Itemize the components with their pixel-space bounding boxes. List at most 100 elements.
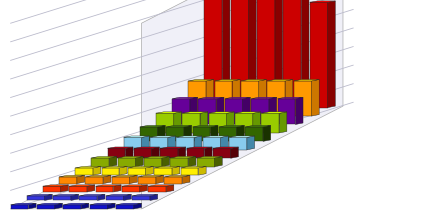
Polygon shape: [71, 194, 79, 200]
Polygon shape: [206, 80, 214, 116]
Polygon shape: [241, 81, 259, 116]
Polygon shape: [294, 80, 319, 81]
Polygon shape: [112, 177, 130, 184]
Polygon shape: [160, 147, 186, 149]
Polygon shape: [118, 156, 143, 158]
Polygon shape: [225, 99, 243, 124]
Polygon shape: [182, 113, 200, 133]
Polygon shape: [122, 186, 140, 192]
Polygon shape: [79, 196, 97, 200]
Polygon shape: [269, 97, 277, 124]
Polygon shape: [209, 113, 227, 133]
Polygon shape: [142, 0, 343, 209]
Polygon shape: [225, 97, 250, 99]
Polygon shape: [134, 147, 159, 149]
Polygon shape: [166, 126, 192, 127]
Polygon shape: [90, 203, 115, 205]
Polygon shape: [285, 80, 293, 116]
Polygon shape: [197, 156, 222, 158]
Polygon shape: [160, 149, 178, 158]
Polygon shape: [113, 185, 121, 192]
Polygon shape: [279, 112, 287, 133]
Polygon shape: [108, 203, 115, 209]
Polygon shape: [229, 136, 255, 137]
Polygon shape: [119, 166, 127, 175]
Polygon shape: [106, 196, 124, 200]
Polygon shape: [144, 156, 170, 158]
Polygon shape: [328, 1, 335, 108]
Polygon shape: [253, 112, 261, 133]
Polygon shape: [69, 186, 87, 192]
Polygon shape: [222, 0, 230, 108]
Polygon shape: [187, 147, 212, 149]
Polygon shape: [63, 203, 89, 205]
Polygon shape: [193, 126, 218, 127]
Polygon shape: [251, 99, 269, 124]
Polygon shape: [156, 175, 164, 184]
Polygon shape: [77, 175, 85, 184]
Polygon shape: [27, 194, 52, 196]
Polygon shape: [150, 194, 158, 200]
Polygon shape: [215, 80, 240, 81]
Polygon shape: [138, 175, 164, 177]
Polygon shape: [81, 203, 89, 209]
Polygon shape: [193, 127, 210, 141]
Polygon shape: [11, 108, 335, 209]
Polygon shape: [138, 177, 156, 184]
Polygon shape: [187, 149, 204, 158]
Polygon shape: [102, 168, 119, 175]
Polygon shape: [87, 185, 95, 192]
Polygon shape: [122, 185, 147, 186]
Polygon shape: [134, 203, 142, 209]
Polygon shape: [219, 127, 237, 141]
Polygon shape: [11, 205, 28, 209]
Polygon shape: [197, 158, 215, 167]
Polygon shape: [75, 168, 93, 175]
Polygon shape: [150, 136, 176, 137]
Polygon shape: [140, 185, 147, 192]
Polygon shape: [125, 147, 133, 158]
Polygon shape: [53, 194, 79, 196]
Polygon shape: [154, 166, 180, 168]
Polygon shape: [168, 136, 176, 150]
Polygon shape: [215, 81, 232, 116]
Polygon shape: [182, 112, 208, 113]
Polygon shape: [203, 137, 221, 150]
Polygon shape: [97, 194, 105, 200]
Polygon shape: [283, 0, 301, 108]
Polygon shape: [128, 166, 153, 168]
Polygon shape: [154, 168, 172, 175]
Polygon shape: [176, 137, 194, 150]
Polygon shape: [245, 126, 271, 127]
Polygon shape: [312, 80, 319, 116]
Polygon shape: [116, 205, 134, 209]
Polygon shape: [136, 156, 143, 167]
Polygon shape: [181, 166, 206, 168]
Polygon shape: [90, 205, 108, 209]
Polygon shape: [278, 99, 295, 124]
Polygon shape: [140, 126, 165, 127]
Polygon shape: [188, 80, 214, 81]
Polygon shape: [235, 112, 261, 113]
Polygon shape: [243, 97, 250, 124]
Polygon shape: [43, 186, 61, 192]
Polygon shape: [37, 203, 62, 205]
Polygon shape: [96, 186, 113, 192]
Polygon shape: [213, 149, 231, 158]
Polygon shape: [148, 185, 174, 186]
Polygon shape: [188, 81, 206, 116]
Polygon shape: [245, 127, 263, 141]
Polygon shape: [27, 196, 45, 200]
Polygon shape: [198, 99, 216, 124]
Polygon shape: [231, 147, 238, 158]
Polygon shape: [166, 185, 174, 192]
Polygon shape: [28, 203, 36, 209]
Polygon shape: [166, 127, 184, 141]
Polygon shape: [184, 126, 192, 141]
Polygon shape: [172, 97, 198, 99]
Polygon shape: [210, 126, 218, 141]
Polygon shape: [249, 0, 256, 108]
Polygon shape: [140, 127, 158, 141]
Polygon shape: [91, 158, 109, 167]
Polygon shape: [144, 158, 162, 167]
